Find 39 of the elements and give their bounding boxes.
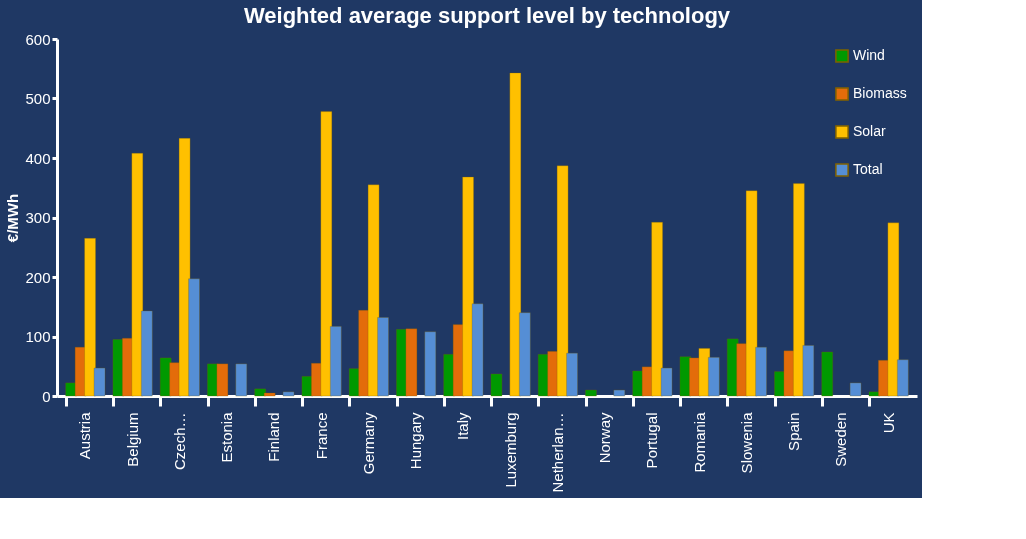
y-tick-label: 0 — [42, 387, 51, 405]
x-tick-label: Finland — [265, 412, 283, 462]
y-tick-label: 500 — [25, 90, 51, 107]
y-tick-label: 400 — [25, 149, 51, 167]
bar — [490, 373, 503, 397]
x-tick-label: Slowenia — [737, 411, 755, 474]
x-tick-label: Estonia — [218, 411, 236, 463]
chart-title: Weighted average support level by technology — [243, 3, 731, 28]
y-tick-label: 600 — [25, 30, 51, 48]
x-tick-label: Norway — [596, 412, 614, 464]
bar — [613, 389, 625, 397]
x-tick-label: Portugal — [643, 412, 661, 469]
bar — [821, 351, 833, 397]
legend-label: Total — [853, 161, 883, 177]
legend-label: Biomass — [853, 85, 907, 101]
y-tick-label: 200 — [25, 268, 51, 286]
legend-label: Wind — [853, 47, 885, 63]
x-tick-label: Netherlan… — [548, 412, 566, 493]
y-tick-label: 300 — [25, 209, 51, 226]
x-tick-label: Hungary — [407, 412, 425, 470]
x-tick-label: Romania — [690, 411, 708, 473]
x-tick-label: UK — [879, 412, 897, 434]
x-tick-label: Belgium — [123, 412, 141, 467]
bar — [282, 391, 295, 397]
x-tick-label: Austria — [76, 411, 94, 460]
bar — [235, 363, 247, 397]
x-tick-label: Sweden — [832, 412, 850, 467]
x-tick-label: France — [312, 412, 330, 460]
x-tick-label: Italy — [454, 412, 472, 441]
y-tick-label: 100 — [25, 328, 51, 345]
y-axis-title: €/MWh — [4, 193, 22, 243]
bar — [585, 389, 597, 397]
x-tick-label: Czech… — [170, 412, 188, 471]
x-tick-label: Luxemburg — [501, 412, 519, 488]
legend-label: Solar — [853, 123, 887, 139]
x-tick-label: Germany — [359, 412, 377, 475]
bar — [849, 382, 862, 397]
bar — [424, 331, 436, 397]
x-tick-label: Spain — [785, 412, 803, 451]
